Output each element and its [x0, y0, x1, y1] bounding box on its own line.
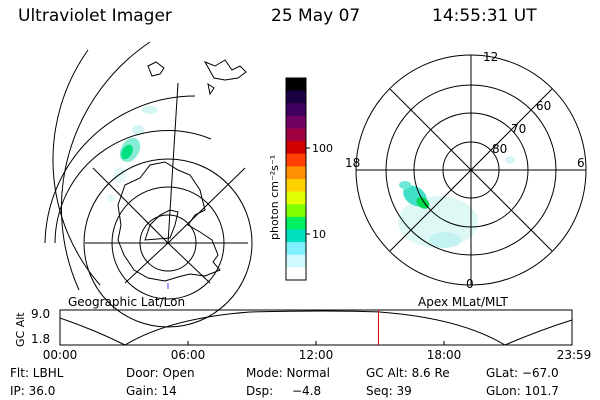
geographic-label: Geographic Lat/Lon — [68, 295, 185, 309]
geo-emission — [107, 106, 158, 202]
colorbar-band — [286, 103, 306, 117]
colorbar-frame — [285, 77, 307, 281]
info-flt: Flt: LBHL — [10, 366, 64, 380]
info-seq: Seq: 39 — [366, 384, 412, 398]
colorbar-band — [286, 153, 306, 167]
info-dsp-value: −4.8 — [292, 384, 321, 398]
lat-label-60: 60 — [536, 99, 551, 113]
mlt-label-6: 6 — [577, 156, 585, 170]
colorbar-band — [286, 267, 306, 281]
info-gc-alt: GC Alt: 8.6 Re — [366, 366, 450, 380]
colorbar-band — [286, 78, 306, 92]
lat-label-80: 80 — [492, 142, 507, 156]
header-date: 25 May 07 — [271, 6, 361, 26]
altitude-xtick-4: 23:59 — [557, 348, 592, 362]
altitude-xtick-0: 00:00 — [43, 348, 78, 362]
mlt-label-18: 18 — [345, 156, 360, 170]
polar-plot — [355, 54, 587, 286]
colorbar-band — [286, 90, 306, 104]
info-mode: Mode: Normal — [246, 366, 330, 380]
altitude-xtick-2: 12:00 — [299, 348, 334, 362]
info-glat: GLat: −67.0 — [486, 366, 559, 380]
colorbar-band — [286, 166, 306, 180]
colorbar-band — [286, 204, 306, 218]
altitude-xtick-1: 06:00 — [171, 348, 206, 362]
page-title: Ultraviolet Imager — [18, 6, 172, 26]
header-time: 14:55:31 UT — [432, 6, 537, 26]
mlt-label-12: 12 — [483, 50, 498, 64]
altitude-ytick-min: 1.8 — [31, 332, 50, 346]
colorbar-band — [286, 242, 306, 256]
colorbar — [286, 78, 306, 281]
info-panel: Flt: LBHL Door: Open Mode: Normal GC Alt… — [10, 366, 559, 398]
mlt-label-0: 0 — [466, 277, 474, 291]
colorbar-band — [286, 141, 306, 155]
colorbar-band — [286, 128, 306, 142]
altitude-ytick-max: 9.0 — [31, 307, 50, 321]
altitude-curve — [59, 310, 573, 346]
info-ip: IP: 36.0 — [10, 384, 55, 398]
altitude-plot — [59, 309, 573, 346]
info-dsp-label: Dsp: — [246, 384, 273, 398]
colorbar-band — [286, 216, 306, 230]
info-door: Door: Open — [126, 366, 195, 380]
colorbar-band — [286, 254, 306, 268]
colorbar-band — [286, 115, 306, 129]
altitude-xtick-3: 18:00 — [427, 348, 462, 362]
colorbar-tick-label-10: 10 — [312, 228, 326, 241]
info-gain: Gain: 14 — [126, 384, 177, 398]
lat-label-70: 70 — [511, 122, 526, 136]
colorbar-band — [286, 191, 306, 205]
info-glon: GLon: 101.7 — [486, 384, 559, 398]
colorbar-tick-label-100: 100 — [312, 142, 333, 155]
polar-label: Apex MLat/MLT — [418, 295, 508, 309]
colorbar-band — [286, 229, 306, 243]
altitude-ylabel: GC Alt — [14, 312, 27, 347]
geographic-map — [44, 41, 253, 328]
colorbar-label: photon cm⁻²s⁻¹ — [268, 155, 281, 240]
colorbar-band — [286, 179, 306, 193]
